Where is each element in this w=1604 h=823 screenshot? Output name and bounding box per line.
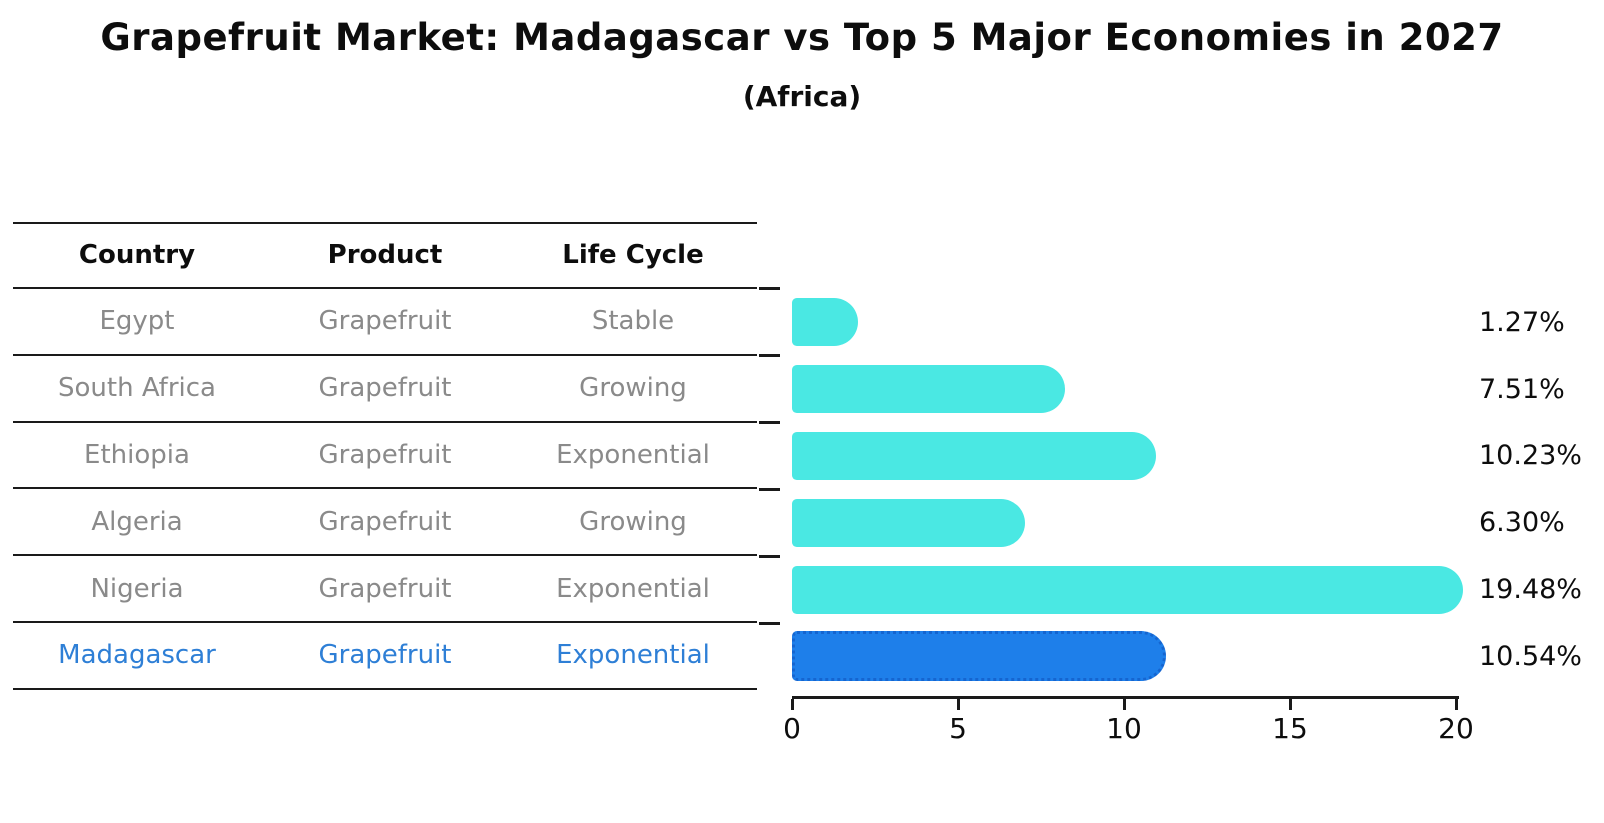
column-header-life-cycle: Life Cycle xyxy=(562,240,704,271)
x-tick xyxy=(1122,699,1126,710)
table-row-madagascar: Madagascar Grapefruit Exponential 10.54% xyxy=(0,623,1604,690)
x-tick-label: 15 xyxy=(1272,712,1308,745)
chart-subtitle: (Africa) xyxy=(742,80,862,113)
bar-value-label: 19.48% xyxy=(1479,574,1582,606)
bar-nigeria xyxy=(792,565,1463,614)
y-tick xyxy=(759,487,780,491)
bar-madagascar-highlighted xyxy=(792,631,1166,682)
x-tick xyxy=(790,699,794,710)
table-and-bars: Country Product Life Cycle Egypt Grapefr… xyxy=(0,222,1604,690)
life-cycle-cell: Stable xyxy=(591,306,675,337)
x-tick xyxy=(1288,699,1292,710)
bar-ethiopia xyxy=(792,431,1156,480)
table-header-row: Country Product Life Cycle xyxy=(0,222,1604,291)
bar-value-label: 1.27% xyxy=(1479,306,1565,338)
country-cell: Egypt xyxy=(99,306,175,337)
bar-value-label: 7.51% xyxy=(1479,373,1565,405)
country-cell: Algeria xyxy=(91,506,183,537)
table-row-egypt: Egypt Grapefruit Stable 1.27% xyxy=(0,289,1604,358)
y-tick xyxy=(759,554,780,558)
product-cell: Grapefruit xyxy=(318,640,452,671)
bar-value-label: 6.30% xyxy=(1479,507,1565,539)
country-cell: Nigeria xyxy=(90,573,184,604)
bar-value-label: 10.54% xyxy=(1479,640,1582,672)
life-cycle-cell: Exponential xyxy=(556,439,710,470)
table-row-algeria: Algeria Grapefruit Growing 6.30% xyxy=(0,489,1604,558)
y-tick xyxy=(759,621,780,625)
product-cell: Grapefruit xyxy=(318,506,452,537)
bar-value-label: 10.23% xyxy=(1479,440,1582,472)
column-header-country: Country xyxy=(78,240,196,271)
life-cycle-cell: Growing xyxy=(579,506,687,537)
table-row-south-africa: South Africa Grapefruit Growing 7.51% xyxy=(0,356,1604,425)
life-cycle-cell: Exponential xyxy=(556,640,710,671)
table-row-ethiopia: Ethiopia Grapefruit Exponential 10.23% xyxy=(0,423,1604,491)
column-header-product: Product xyxy=(327,240,443,271)
x-tick-label: 20 xyxy=(1438,712,1474,745)
life-cycle-cell: Growing xyxy=(579,373,687,404)
x-tick-label: 10 xyxy=(1106,712,1142,745)
x-axis-line xyxy=(792,696,1459,699)
bar-south-africa xyxy=(792,365,1066,414)
bar-algeria xyxy=(792,498,1026,547)
life-cycle-cell: Exponential xyxy=(556,573,710,604)
y-tick xyxy=(759,354,780,358)
bar-egypt xyxy=(792,298,859,347)
country-cell: Ethiopia xyxy=(84,439,190,470)
y-tick xyxy=(759,421,780,425)
product-cell: Grapefruit xyxy=(318,373,452,404)
x-tick-label: 5 xyxy=(949,712,967,745)
x-tick xyxy=(956,699,960,710)
x-tick xyxy=(1454,699,1458,710)
product-cell: Grapefruit xyxy=(318,306,452,337)
country-cell: Madagascar xyxy=(58,640,216,671)
x-tick-label: 0 xyxy=(783,712,801,745)
product-cell: Grapefruit xyxy=(318,573,452,604)
table-row-nigeria: Nigeria Grapefruit Exponential 19.48% xyxy=(0,556,1604,625)
table-header-cells: Country Product Life Cycle xyxy=(13,222,757,289)
y-tick xyxy=(759,287,780,291)
country-cell: South Africa xyxy=(58,373,216,404)
product-cell: Grapefruit xyxy=(318,439,452,470)
chart-title: Grapefruit Market: Madagascar vs Top 5 M… xyxy=(100,16,1504,59)
